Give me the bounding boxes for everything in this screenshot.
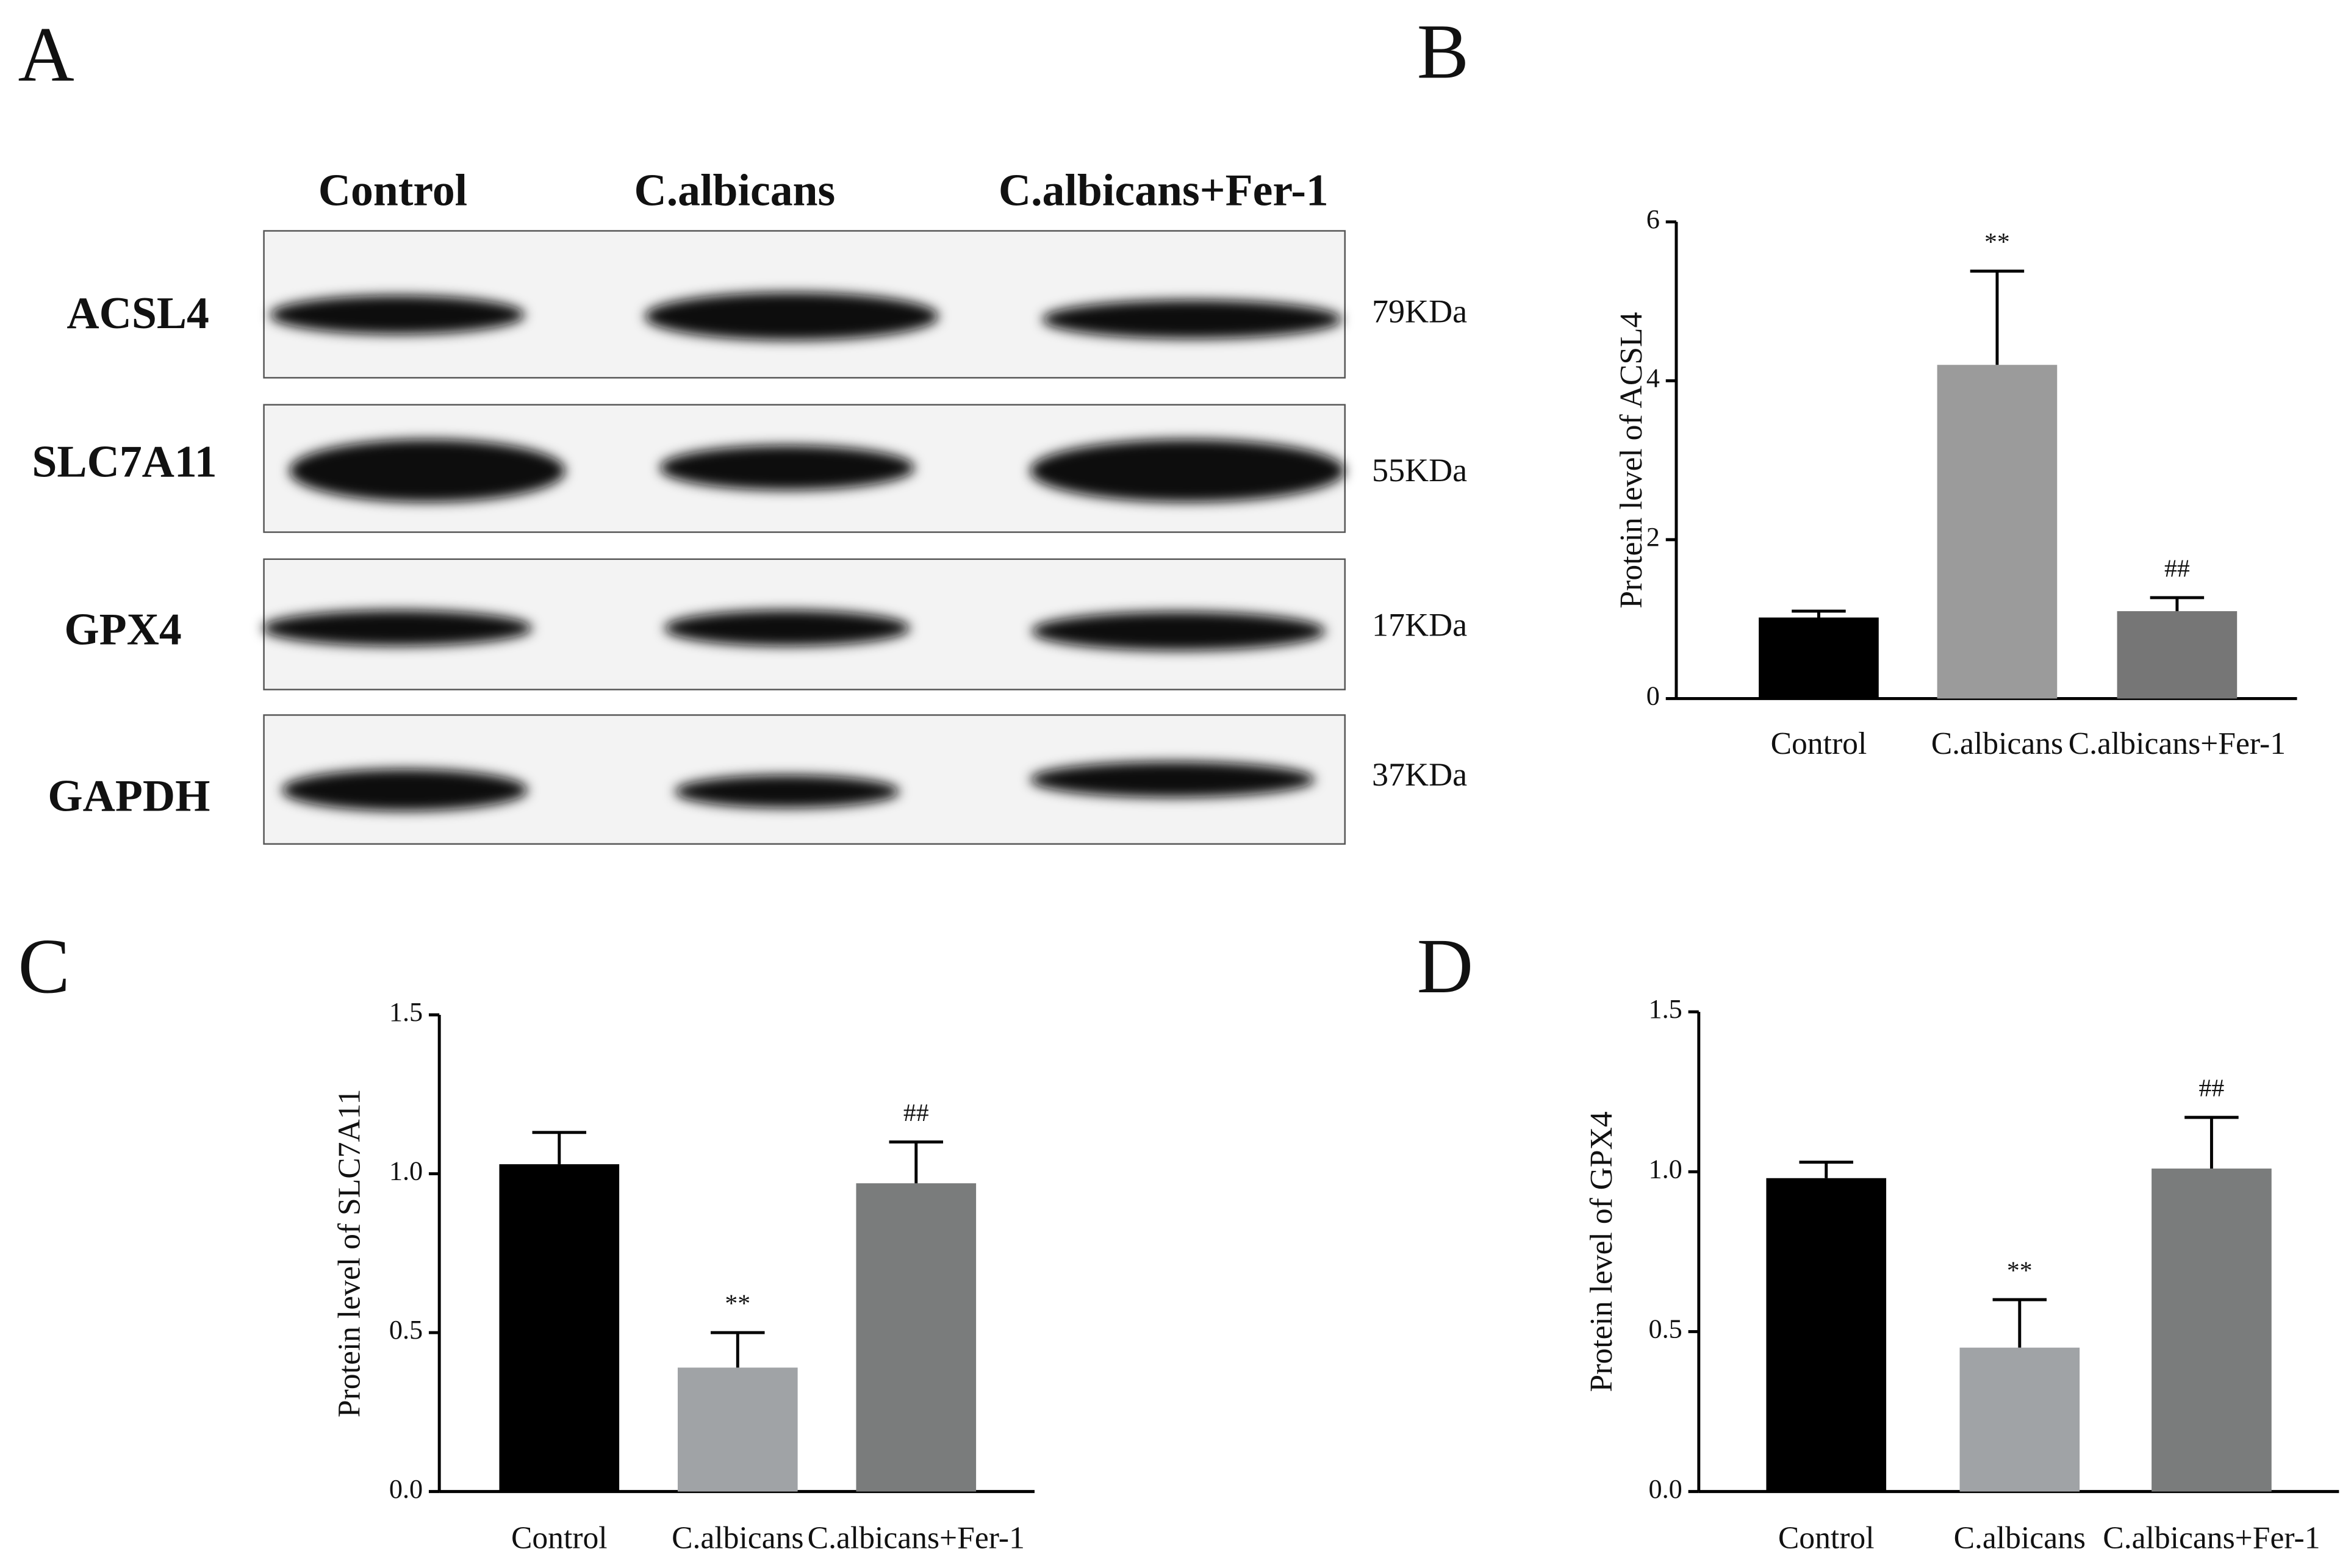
band: [1032, 611, 1326, 651]
significance-mark: ##: [2164, 554, 2190, 582]
band: [664, 610, 910, 646]
y-tick-label: 0.0: [1648, 1474, 1682, 1504]
y-axis-label: Protein level of ACSL4: [1614, 312, 1649, 609]
x-tick-label: Control: [1771, 726, 1867, 761]
band: [270, 295, 525, 335]
lane-label: Control: [318, 165, 467, 215]
y-tick-label: 2: [1646, 522, 1660, 552]
size-label: 79KDa: [1372, 293, 1467, 330]
blot-row: SLC7A11 55KDa: [32, 404, 1467, 533]
size-label: 37KDa: [1372, 756, 1467, 793]
error-bar: [711, 1331, 765, 1368]
x-tick-label: C.albicans+Fer-1: [808, 1521, 1025, 1556]
panel-letter: B: [1417, 9, 1469, 95]
significance-mark: **: [725, 1289, 750, 1317]
x-tick-label: C.albicans: [672, 1521, 803, 1556]
y-tick-label: 0.5: [389, 1315, 423, 1345]
bar: [856, 1183, 977, 1492]
blot-row: ACSL4 79KDa: [66, 230, 1467, 379]
error-bar: [1792, 609, 1846, 618]
y-tick-label: 0.0: [389, 1474, 423, 1504]
significance-mark: **: [1984, 228, 2010, 256]
significance-mark: ##: [2199, 1074, 2225, 1102]
y-tick-label: 6: [1646, 204, 1660, 234]
size-label: 55KDa: [1372, 452, 1467, 489]
panel-letter: A: [18, 12, 74, 98]
bar: [499, 1164, 620, 1492]
bar: [1959, 1347, 2080, 1492]
y-axis-label: Protein level of SLC7A11: [332, 1089, 367, 1418]
x-tick-label: Control: [1778, 1521, 1875, 1556]
y-tick-label: 1.5: [1648, 994, 1682, 1024]
band: [289, 439, 565, 503]
bar: [1766, 1178, 1887, 1492]
x-tick-label: C.albicans+Fer-1: [2069, 726, 2286, 761]
y-tick-label: 1.5: [389, 997, 423, 1027]
y-axis-label: Protein level of GPX4: [1584, 1111, 1619, 1392]
band: [1042, 299, 1342, 339]
x-tick-label: C.albicans+Fer-1: [2103, 1521, 2320, 1556]
lane-label: C.albicans+Fer-1: [999, 165, 1329, 215]
band: [675, 775, 900, 808]
band: [262, 610, 533, 646]
band: [282, 768, 528, 811]
error-bar: [532, 1131, 587, 1164]
error-bar: [1992, 1298, 2047, 1348]
error-bar: [889, 1140, 944, 1184]
band: [1030, 439, 1345, 503]
error-bar: [1799, 1161, 1853, 1178]
y-tick-label: 1.0: [389, 1156, 423, 1186]
y-tick-label: 4: [1646, 363, 1660, 393]
panel-letter: D: [1417, 923, 1473, 1009]
y-tick-label: 1.0: [1648, 1154, 1682, 1184]
x-tick-label: Control: [511, 1521, 608, 1556]
protein-label: ACSL4: [66, 288, 209, 338]
y-tick-label: 0: [1646, 681, 1660, 711]
error-bar: [2150, 596, 2205, 612]
blot-row: GPX4 17KDa: [64, 558, 1467, 690]
significance-mark: ##: [903, 1099, 929, 1127]
significance-mark: **: [2007, 1256, 2033, 1284]
bar: [2152, 1169, 2272, 1492]
bar: [2117, 611, 2238, 699]
x-tick-label: C.albicans: [1954, 1521, 2086, 1556]
band: [1030, 761, 1315, 798]
size-label: 17KDa: [1372, 606, 1467, 643]
protein-label: GPX4: [64, 604, 181, 654]
protein-label: SLC7A11: [32, 436, 217, 486]
lane-label: C.albicans: [634, 165, 835, 215]
blot-row: GAPDH 37KDa: [48, 714, 1467, 845]
protein-label: GAPDH: [48, 770, 210, 820]
error-bar: [1970, 270, 2025, 365]
panel-letter: C: [18, 923, 70, 1009]
error-bar: [2184, 1115, 2239, 1169]
band: [659, 445, 915, 490]
band: [644, 292, 939, 340]
y-tick-label: 0.5: [1648, 1314, 1682, 1344]
bar: [1759, 617, 1879, 699]
x-tick-label: C.albicans: [1931, 726, 2063, 761]
bar: [1937, 365, 2058, 699]
bar: [677, 1367, 798, 1492]
